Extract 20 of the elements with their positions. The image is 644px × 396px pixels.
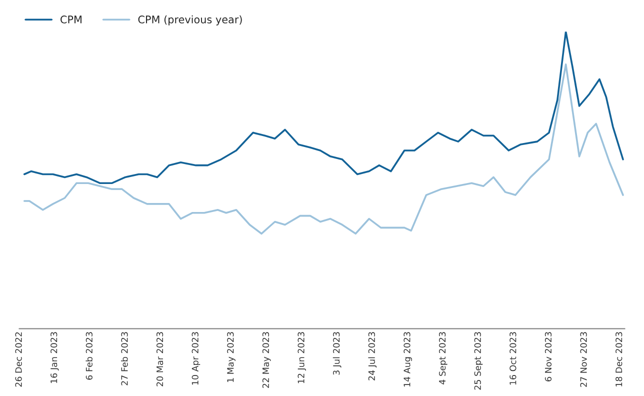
x-tick-label: 12 Jun 2023 [298,332,306,384]
x-tick-label: 1 May 2023 [227,332,236,382]
x-tick-label: 10 Apr 2023 [192,332,200,385]
x-tick-label: 3 Jul 2023 [332,332,342,375]
x-tick-label: 25 Sept 2023 [474,332,483,390]
x-tick-label: 18 Dec 2023 [616,332,622,386]
x-tick-label: 16 Oct 2023 [510,332,516,385]
x-tick-label: 27 Nov 2023 [580,332,587,387]
x-tick-label: 22 May 2023 [262,332,271,388]
x-tick-label: 6 Feb 2023 [86,332,92,380]
x-tick-label: 14 Aug 2023 [404,332,412,387]
legend-label: CPM [60,16,82,24]
x-tick-label: 26 Dec 2022 [15,332,22,387]
legend-label: CPM (previous year) [138,15,242,26]
x-tick-label: 24 Jul 2023 [368,332,377,380]
x-tick-label: 16 Jan 2023 [50,332,59,383]
x-tick-label: 20 Mar 2023 [156,332,164,386]
x-tick-label: 6 Nov 2023 [544,332,552,382]
x-tick-label: 4 Sept 2023 [438,332,448,384]
x-tick-label: 27 Feb 2023 [121,332,128,386]
